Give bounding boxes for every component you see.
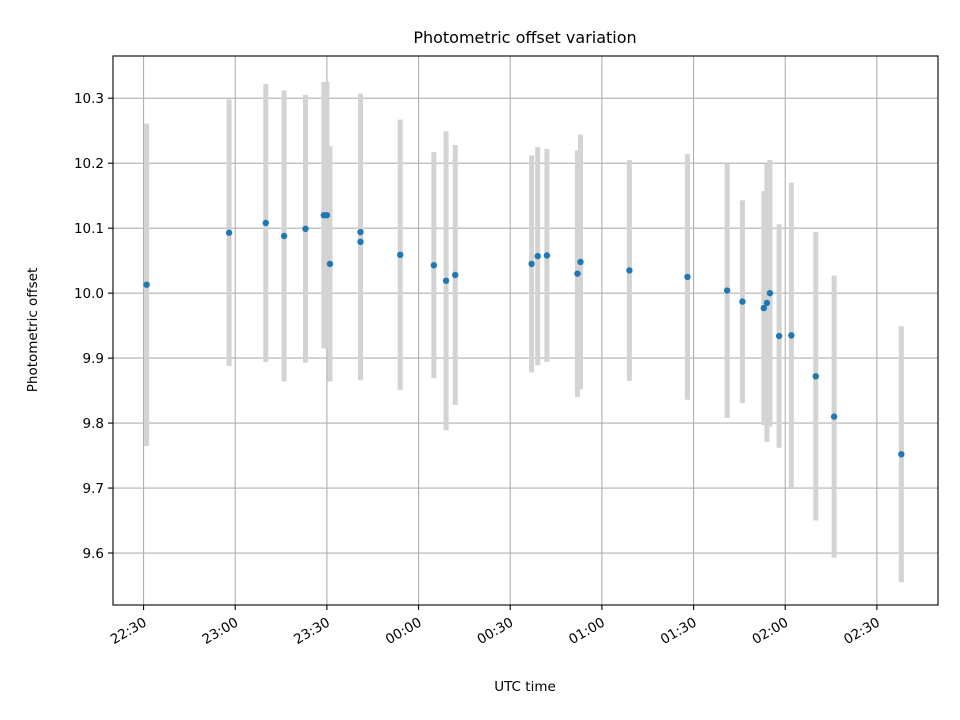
data-point: [397, 251, 404, 259]
data-point: [574, 270, 581, 277]
y-tick-label: 10.3: [74, 91, 104, 107]
data-point: [143, 281, 150, 288]
data-point: [534, 252, 541, 260]
data-point: [684, 273, 691, 281]
data-point: [830, 413, 838, 420]
data-point: [775, 332, 783, 340]
y-tick-label: 9.7: [83, 481, 104, 497]
data-point: [357, 228, 364, 236]
data-point: [357, 238, 364, 246]
chart-title: Photometric offset variation: [413, 28, 636, 47]
data-point: [430, 262, 438, 269]
y-tick-label: 9.6: [83, 546, 104, 562]
y-axis-ticks: 9.6 9.7 9.8 9.9 10.0 10.1 10.2 10.3: [74, 91, 113, 562]
y-tick-label: 9.8: [83, 416, 104, 432]
data-point: [788, 332, 795, 339]
data-point: [302, 225, 309, 233]
y-tick-label: 10.0: [74, 286, 104, 302]
data-point: [528, 260, 535, 268]
data-point: [280, 232, 288, 240]
y-axis-label: Photometric offset: [25, 268, 41, 392]
grid-lines: [113, 56, 938, 605]
data-point: [543, 252, 551, 259]
data-point: [739, 298, 746, 305]
y-tick-label: 10.1: [74, 221, 104, 237]
data-point: [760, 304, 768, 312]
data-point: [326, 260, 334, 268]
data-point: [262, 219, 269, 227]
data-point: [766, 289, 774, 297]
data-point: [626, 267, 633, 274]
data-points: [143, 211, 905, 458]
data-point: [898, 451, 905, 458]
data-point: [452, 271, 459, 279]
y-tick-label: 10.2: [74, 156, 104, 172]
x-axis-label: UTC time: [494, 679, 556, 695]
y-tick-label: 9.9: [83, 351, 104, 367]
data-point: [723, 287, 731, 294]
plot-frame: [112, 55, 939, 606]
data-point: [323, 211, 331, 219]
data-point: [577, 258, 584, 266]
data-point: [812, 373, 819, 380]
data-point: [442, 277, 450, 284]
plot-area: [113, 56, 938, 605]
data-point: [225, 229, 233, 236]
data-point: [763, 299, 771, 307]
